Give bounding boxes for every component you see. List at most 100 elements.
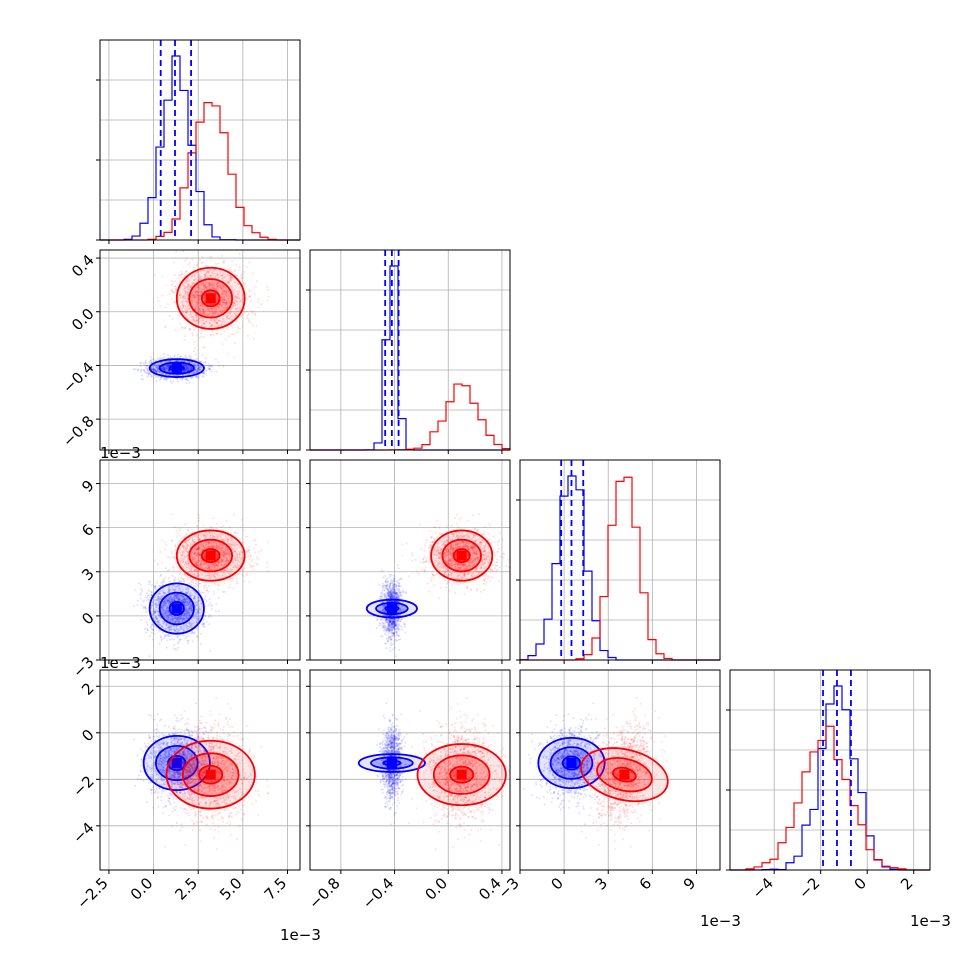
- scatter-point: [146, 592, 148, 595]
- scatter-point: [187, 366, 190, 369]
- scatter-point: [187, 367, 190, 370]
- scatter-point: [235, 264, 238, 267]
- scatter-point: [147, 594, 150, 597]
- scatter-point: [251, 324, 254, 327]
- scatter-point: [183, 369, 186, 372]
- scatter-point: [205, 621, 208, 623]
- scatter-point: [153, 377, 155, 380]
- scatter-point: [249, 554, 252, 557]
- scatter-point: [266, 289, 269, 292]
- scatter-point: [156, 296, 159, 299]
- scatter-point: [209, 526, 212, 529]
- scatter-point: [174, 544, 177, 547]
- scatter-point: [185, 365, 188, 368]
- scatter-point: [169, 634, 172, 637]
- scatter-point: [185, 366, 188, 369]
- scatter-point: [238, 252, 241, 255]
- scatter-point: [181, 273, 183, 276]
- scatter-point: [185, 367, 188, 370]
- scatter-point: [200, 632, 202, 635]
- scatter-point: [227, 335, 230, 338]
- scatter-point: [201, 372, 204, 375]
- scatter-point: [153, 369, 156, 372]
- scatter-point: [141, 589, 144, 592]
- scatter-point: [188, 367, 191, 370]
- scatter-point: [187, 368, 190, 371]
- scatter-point: [140, 371, 143, 373]
- scatter-point: [149, 359, 152, 362]
- scatter-point: [158, 364, 160, 366]
- scatter-point: [248, 581, 251, 584]
- scatter-point: [243, 566, 245, 569]
- scatter-point: [144, 367, 147, 369]
- scatter-point: [153, 373, 156, 376]
- scatter-point: [156, 365, 159, 368]
- scatter-point: [162, 366, 165, 369]
- scatter-point: [193, 363, 196, 365]
- scatter-point: [155, 363, 157, 366]
- scatter-point: [149, 590, 152, 593]
- scatter-point: [179, 529, 181, 532]
- scatter-point: [243, 580, 245, 582]
- scatter-point: [255, 563, 258, 566]
- scatter-point: [196, 263, 199, 266]
- scatter-point: [156, 368, 159, 371]
- scatter-point: [239, 327, 241, 330]
- scatter-point: [196, 375, 199, 378]
- scatter-point: [243, 310, 245, 313]
- scatter-point: [217, 361, 220, 364]
- scatter-point: [196, 357, 199, 360]
- scatter-point: [184, 378, 187, 381]
- scatter-point: [193, 340, 196, 343]
- scatter-point: [227, 352, 230, 355]
- scatter-point: [178, 540, 181, 542]
- scatter-point: [166, 364, 169, 367]
- scatter-point: [235, 274, 238, 277]
- scatter-point: [247, 320, 250, 323]
- scatter-point: [180, 355, 182, 358]
- scatter-point: [199, 360, 202, 363]
- scatter-point: [176, 635, 179, 638]
- scatter-point: [147, 372, 150, 375]
- scatter-point: [145, 364, 148, 367]
- scatter-point: [190, 367, 193, 370]
- scatter-point: [187, 634, 190, 637]
- scatter-point: [200, 360, 203, 363]
- scatter-point: [198, 519, 201, 522]
- panel-0-0: [96, 39, 301, 244]
- scatter-point: [195, 376, 198, 379]
- scatter-point: [166, 569, 169, 572]
- scatter-point: [255, 280, 258, 283]
- scatter-point: [266, 561, 269, 564]
- scatter-point: [236, 582, 239, 585]
- scatter-point: [194, 353, 197, 356]
- scatter-point: [201, 255, 204, 258]
- scatter-point: [249, 321, 252, 324]
- scatter-point: [146, 627, 149, 630]
- scatter-point: [217, 262, 220, 265]
- scatter-point: [180, 276, 183, 279]
- scatter-point: [213, 593, 215, 596]
- scatter-point: [254, 285, 257, 288]
- scatter-point: [169, 360, 172, 363]
- scatter-point: [167, 364, 170, 366]
- scatter-point: [151, 368, 153, 371]
- scatter-point: [185, 270, 188, 272]
- scatter-point: [207, 365, 210, 368]
- scatter-point: [204, 361, 207, 364]
- scatter-point: [245, 317, 248, 319]
- scatter-point: [218, 364, 220, 367]
- scatter-point: [170, 289, 173, 292]
- scatter-point: [150, 375, 153, 378]
- scatter-point: [197, 370, 200, 373]
- scatter-point: [267, 541, 270, 544]
- scatter-point: [167, 364, 170, 367]
- scatter-point: [190, 367, 193, 369]
- scatter-point: [239, 315, 242, 318]
- scatter-point: [197, 526, 200, 529]
- scatter-point: [194, 369, 197, 372]
- scatter-point: [148, 618, 151, 621]
- scatter-point: [202, 346, 205, 349]
- scatter-point: [157, 300, 160, 303]
